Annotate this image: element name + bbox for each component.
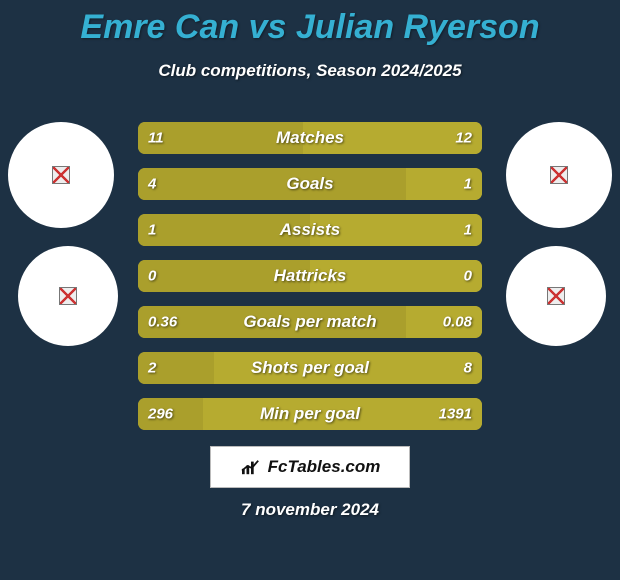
stat-value-right: 0: [464, 268, 472, 285]
comparison-title: Emre Can vs Julian Ryerson: [0, 0, 620, 47]
player2-avatars: [506, 122, 612, 346]
stat-segment-left: [138, 260, 310, 292]
stat-value-right: 0.08: [443, 314, 472, 331]
stat-value-right: 1: [464, 176, 472, 193]
stat-row: Goals per match0.360.08: [138, 306, 482, 338]
placeholder-icon: [547, 287, 565, 305]
stat-row: Hattricks00: [138, 260, 482, 292]
player2-portrait: [506, 122, 612, 228]
comparison-subtitle: Club competitions, Season 2024/2025: [0, 61, 620, 81]
stat-value-left: 4: [148, 176, 156, 193]
stat-segment-left: [138, 306, 406, 338]
player1-avatars: [8, 122, 118, 346]
source-logo: FcTables.com: [210, 446, 410, 488]
stat-value-right: 12: [455, 130, 472, 147]
stat-segment-left: [138, 168, 406, 200]
source-logo-text: FcTables.com: [268, 457, 381, 477]
stat-row: Assists11: [138, 214, 482, 246]
stat-value-right: 1: [464, 222, 472, 239]
stats-bars: Matches1112Goals41Assists11Hattricks00Go…: [138, 122, 482, 430]
stat-value-right: 8: [464, 360, 472, 377]
stat-value-left: 296: [148, 406, 173, 423]
placeholder-icon: [550, 166, 568, 184]
stat-row: Shots per goal28: [138, 352, 482, 384]
player1-club-logo: [18, 246, 118, 346]
chart-icon: [240, 458, 262, 476]
stat-value-left: 0.36: [148, 314, 177, 331]
snapshot-date: 7 november 2024: [0, 500, 620, 520]
stat-value-left: 11: [148, 130, 164, 147]
stat-value-left: 1: [148, 222, 156, 239]
stat-segment-right: [310, 214, 482, 246]
player1-portrait: [8, 122, 114, 228]
placeholder-icon: [59, 287, 77, 305]
stat-value-left: 0: [148, 268, 156, 285]
stat-row: Min per goal2961391: [138, 398, 482, 430]
stat-row: Matches1112: [138, 122, 482, 154]
stat-value-right: 1391: [439, 406, 472, 423]
stat-segment-right: [310, 260, 482, 292]
stat-segment-left: [138, 214, 310, 246]
placeholder-icon: [52, 166, 70, 184]
stat-value-left: 2: [148, 360, 156, 377]
stat-segment-right: [214, 352, 482, 384]
stat-row: Goals41: [138, 168, 482, 200]
player2-club-logo: [506, 246, 606, 346]
